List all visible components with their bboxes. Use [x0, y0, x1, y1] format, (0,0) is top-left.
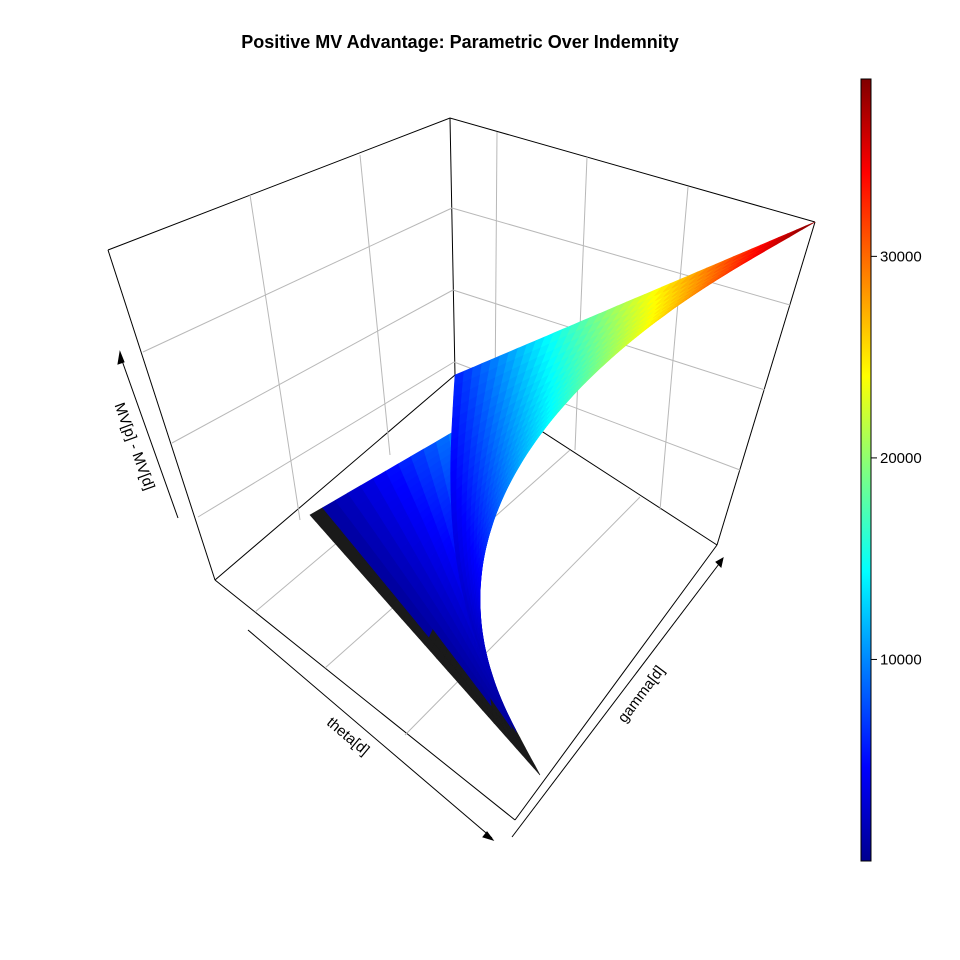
- grid-line: [249, 194, 301, 521]
- surface-cell: [793, 221, 816, 234]
- surface-plot: [309, 221, 816, 776]
- x-axis-arrowhead: [482, 831, 495, 841]
- y-axis-arrow: [511, 559, 723, 838]
- surface-cell: [529, 759, 541, 776]
- y-axis-arrowhead: [715, 557, 724, 568]
- colorbar: 10000 20000 30000: [860, 78, 922, 862]
- colorbar-ticks: 10000 20000 30000: [871, 248, 922, 668]
- colorbar-tick-label: 20000: [880, 450, 922, 467]
- colorbar-tick-label: 10000: [880, 651, 922, 668]
- box-front-left-edge: [214, 579, 516, 821]
- box-back-left-edge: [107, 117, 816, 251]
- plot-box: [107, 117, 816, 821]
- grid-line: [404, 496, 641, 736]
- grid-line: [197, 361, 455, 518]
- colorbar-gradient: [860, 78, 872, 862]
- colorbar-tick-label: 30000: [880, 248, 922, 265]
- grid-line: [451, 207, 791, 306]
- chart-title: Positive MV Advantage: Parametric Over I…: [241, 32, 678, 52]
- box-left-vertical-edge: [107, 249, 216, 581]
- z-axis-label: MV[p] - MV[d]: [111, 400, 158, 492]
- x-axis-label: theta[d]: [323, 714, 372, 759]
- y-axis-label: gamma[d]: [615, 663, 669, 727]
- grid-line: [142, 207, 453, 353]
- box-center-vertical-edge: [449, 117, 456, 376]
- grid-line: [494, 131, 498, 401]
- grid-line: [574, 156, 588, 451]
- grid-line: [359, 154, 391, 456]
- z-axis-arrowhead: [117, 350, 125, 365]
- grid-line: [171, 289, 454, 444]
- x-axis-arrow: [247, 629, 493, 839]
- grid-line: [659, 186, 689, 511]
- axis-arrows: [117, 350, 724, 841]
- box-bottom-back-left: [214, 374, 456, 581]
- box-right-vertical-edge: [716, 221, 816, 546]
- box-front-right-edge: [514, 544, 718, 821]
- z-axis-arrow: [119, 354, 179, 519]
